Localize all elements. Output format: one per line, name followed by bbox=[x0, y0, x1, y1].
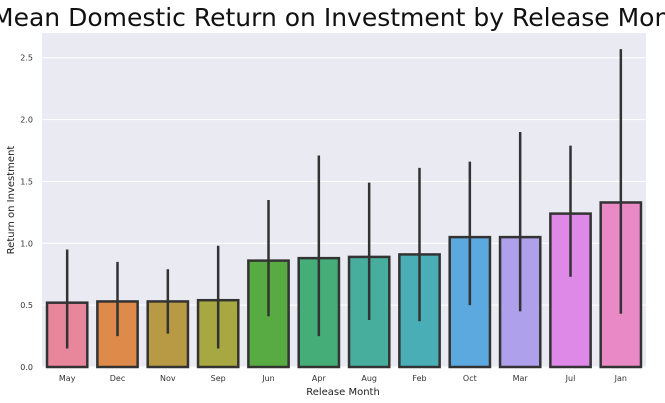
y-tick-label: 1.5 bbox=[20, 177, 33, 186]
chart-title: Mean Domestic Return on Investment by Re… bbox=[0, 3, 665, 32]
y-tick-label: 0.0 bbox=[20, 363, 33, 372]
x-tick-label: Nov bbox=[160, 374, 176, 383]
x-axis-label: Release Month bbox=[306, 387, 380, 398]
plot-area bbox=[42, 33, 646, 367]
gridlines bbox=[42, 57, 646, 368]
y-tick-label: 0.5 bbox=[20, 301, 33, 310]
x-tick-label: Feb bbox=[412, 374, 426, 383]
x-tick-label: Apr bbox=[312, 374, 327, 383]
y-tick-label: 2.0 bbox=[20, 116, 33, 125]
x-tick-label: Oct bbox=[463, 374, 477, 383]
x-tick-label: Jul bbox=[565, 374, 576, 383]
y-axis-label: Return on Investment bbox=[6, 146, 17, 255]
x-tick-label: May bbox=[59, 374, 76, 383]
x-tick-labels: May Dec Nov Sep Jun Apr Aug Feb Oct Mar Jul Jan bbox=[59, 374, 627, 383]
y-tick-label: 2.5 bbox=[20, 54, 33, 63]
x-tick-label: Dec bbox=[110, 374, 125, 383]
x-tick-label: Jun bbox=[261, 374, 275, 383]
y-tick-labels: 0.0 0.5 1.0 1.5 2.0 2.5 bbox=[20, 54, 33, 372]
y-tick-label: 1.0 bbox=[20, 239, 33, 248]
error-bars bbox=[65, 49, 623, 349]
x-tick-label: Sep bbox=[211, 374, 226, 383]
x-tick-label: Jan bbox=[614, 374, 627, 383]
x-tick-label: Mar bbox=[513, 374, 529, 383]
x-tick-label: Aug bbox=[361, 374, 377, 383]
